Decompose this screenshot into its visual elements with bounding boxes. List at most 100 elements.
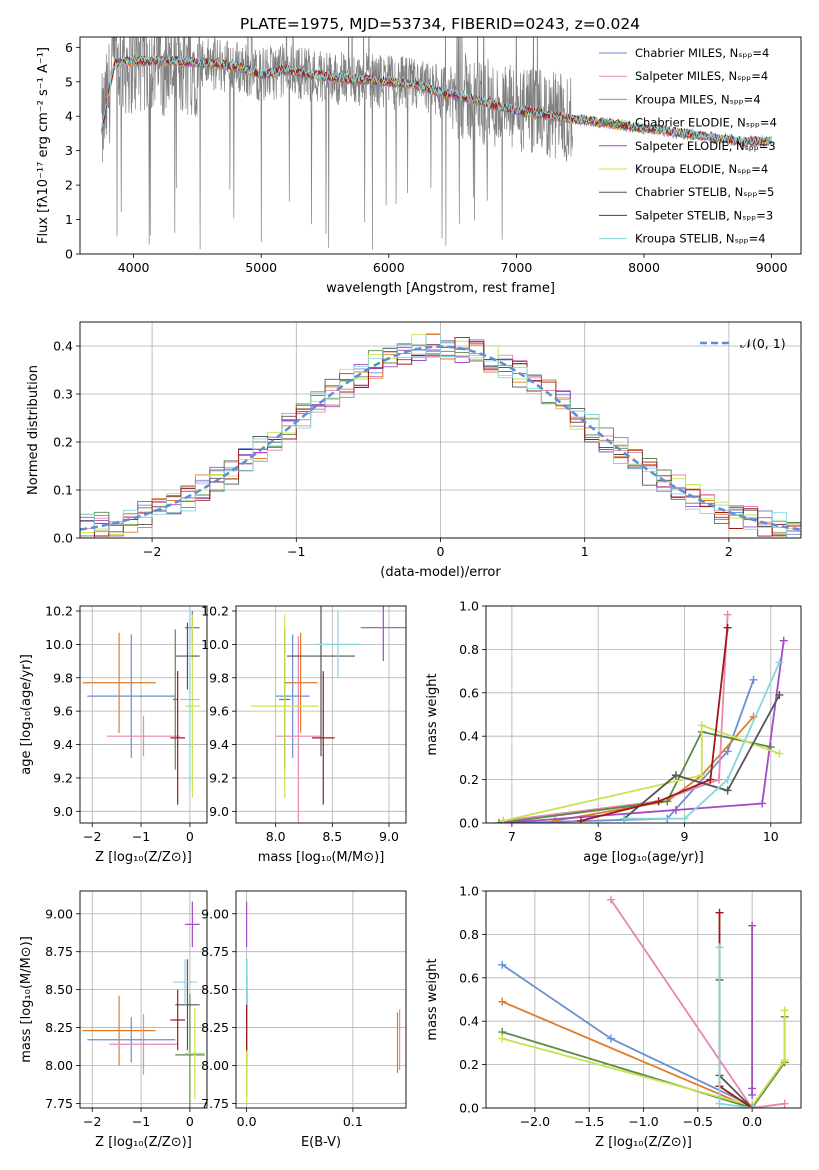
x-tick-label: −2 xyxy=(83,1114,101,1129)
plot-area-age_vs_mass xyxy=(250,606,406,823)
y-tick-label: 4 xyxy=(65,109,73,124)
y-tick-label: 8.75 xyxy=(201,944,229,959)
weight-marker xyxy=(606,1034,615,1043)
x-tick-label: −1 xyxy=(287,544,305,559)
weight-marker xyxy=(551,816,560,823)
axes-frame xyxy=(485,890,802,1109)
plot-area-age_vs_Z xyxy=(82,607,200,805)
plot-area-weight_vs_age xyxy=(494,610,788,823)
errorbar-point-salpeter-stelib xyxy=(311,671,335,805)
panel-residuals: −2 −1 0 1 2 0.0 0.1 0.2 0.3 0.4 (data-model)/error… xyxy=(26,321,802,580)
errorbar-point-salpeter-miles xyxy=(275,636,321,823)
legend-spectrum: Chabrier MILES, Nₛₚₚ=4 Salpeter MILES, Nₛ… xyxy=(599,46,777,246)
errorbar-point-chabrier-stelib xyxy=(175,959,200,1051)
x-tick-label: 7 xyxy=(508,829,516,844)
y-tick-label: 3 xyxy=(65,143,73,158)
x-tick-label: 0.1 xyxy=(343,1114,363,1129)
errorbar-point-salpeter-stelib xyxy=(170,989,186,1051)
errorbar-point-chabrier-stelib xyxy=(175,622,200,690)
x-tick-label: 0.0 xyxy=(237,1114,257,1129)
y-tick-label: 0.8 xyxy=(459,642,479,657)
x-axis-label: E(B-V) xyxy=(301,1135,341,1150)
y-tick-label: 8.00 xyxy=(201,1058,229,1073)
y-tick-label: 0.0 xyxy=(459,816,479,831)
x-axis-label: wavelength [Angstrom, rest frame] xyxy=(326,281,555,296)
weight-series-kroupa-elodie xyxy=(499,721,784,823)
weight-marker xyxy=(748,1090,757,1099)
errorbar-point-chabrier-miles xyxy=(87,1016,176,1063)
weight-marker xyxy=(758,799,767,808)
x-axis-label: age [log₁₀(age/yr)] xyxy=(583,850,704,865)
weight-line xyxy=(501,964,753,1107)
weight-marker xyxy=(780,1056,789,1065)
errorbar-point-chabrier-miles xyxy=(275,634,310,758)
weight-marker xyxy=(723,610,732,619)
x-tick-label: 2 xyxy=(725,544,733,559)
weight-marker xyxy=(706,775,715,784)
weight-series-kroupa-elodie xyxy=(498,1006,789,1108)
y-tick-label: 0.2 xyxy=(459,772,479,787)
y-tick-label: 9.2 xyxy=(209,770,229,785)
weight-line xyxy=(554,716,755,822)
legend-label: Chabrier STELIB, Nₛₚₚ=5 xyxy=(635,185,774,199)
y-tick-label: 0.4 xyxy=(53,339,73,354)
y-axis-label: mass weight xyxy=(425,673,440,755)
axes-frame xyxy=(235,605,407,824)
errorbar-point-salpeter-miles xyxy=(109,1013,178,1075)
y-axis-label: Flux [fλ10⁻¹⁷ erg cm⁻² s⁻¹ A⁻¹] xyxy=(36,47,51,244)
errorbar-point-chabrier-stelib xyxy=(287,606,355,757)
x-tick-label: −1.0 xyxy=(628,1114,658,1129)
y-tick-label: 9.0 xyxy=(209,804,229,819)
y-tick-label: 9.6 xyxy=(53,704,73,719)
weight-marker xyxy=(775,749,784,758)
errorbar-point-kroupa-miles xyxy=(82,995,156,1066)
histogram-kroupa-stelib xyxy=(80,332,801,538)
panel-mass_vs_ebv: 0.0 0.1 7.75 8.00 8.25 8.50 8.75 9.00 E(B-V) xyxy=(201,890,407,1150)
model-spectrum-kroupa-stelib xyxy=(101,54,772,147)
weight-marker xyxy=(775,690,784,699)
x-tick-label: −2 xyxy=(143,544,161,559)
x-tick-label: −1.5 xyxy=(574,1114,604,1129)
legend-label: Chabrier MILES, Nₛₚₚ=4 xyxy=(635,46,769,60)
y-tick-label: 5 xyxy=(65,74,73,89)
y-tick-label: 9.00 xyxy=(45,906,73,921)
weight-line xyxy=(610,899,785,1108)
normal-curve xyxy=(80,345,801,531)
weight-marker xyxy=(748,1104,757,1108)
weight-marker xyxy=(749,675,758,684)
x-axis-label: Z [log₁₀(Z/Z⊙)] xyxy=(95,1135,192,1150)
weight-line xyxy=(580,627,729,822)
errorbar-point-kroupa-miles xyxy=(82,632,156,733)
weight-series-salpeter-stelib xyxy=(715,908,757,1108)
weight-marker xyxy=(499,816,508,823)
errorbar-point-kroupa-stelib xyxy=(180,607,200,792)
errorbar-point-kroupa-miles xyxy=(283,632,318,733)
plot-area-spectrum xyxy=(101,37,772,250)
y-tick-label: 10.2 xyxy=(201,604,229,619)
y-tick-label: 9.8 xyxy=(209,670,229,685)
y-tick-label: 0.1 xyxy=(53,483,73,498)
x-tick-label: 8.5 xyxy=(322,829,342,844)
y-tick-label: 10.0 xyxy=(45,637,73,652)
weight-line xyxy=(624,662,781,820)
weight-marker xyxy=(671,771,680,780)
weight-series-salpeter-elodie xyxy=(748,921,757,1099)
errorbar-point-kroupa-stelib xyxy=(172,959,198,1005)
weight-marker xyxy=(723,747,732,756)
weight-marker xyxy=(606,895,615,904)
weight-marker xyxy=(498,997,507,1006)
errorbar-point-kroupa-elodie xyxy=(185,614,200,798)
legend-label: Kroupa STELIB, Nₛₚₚ=4 xyxy=(635,232,766,246)
y-tick-label: 9.00 xyxy=(201,906,229,921)
y-tick-label: 6 xyxy=(65,40,73,55)
x-tick-label: 8000 xyxy=(628,260,660,275)
errorbar-point-kroupa-stelib xyxy=(315,611,361,678)
weight-series-salpeter-elodie xyxy=(499,636,788,823)
x-tick-label: −2.0 xyxy=(520,1114,550,1129)
y-tick-label: 8.00 xyxy=(45,1058,73,1073)
weight-marker xyxy=(715,1099,724,1108)
errorbar-point-chabrier-miles xyxy=(87,634,176,758)
weight-marker xyxy=(779,636,788,645)
weight-line xyxy=(498,730,771,823)
